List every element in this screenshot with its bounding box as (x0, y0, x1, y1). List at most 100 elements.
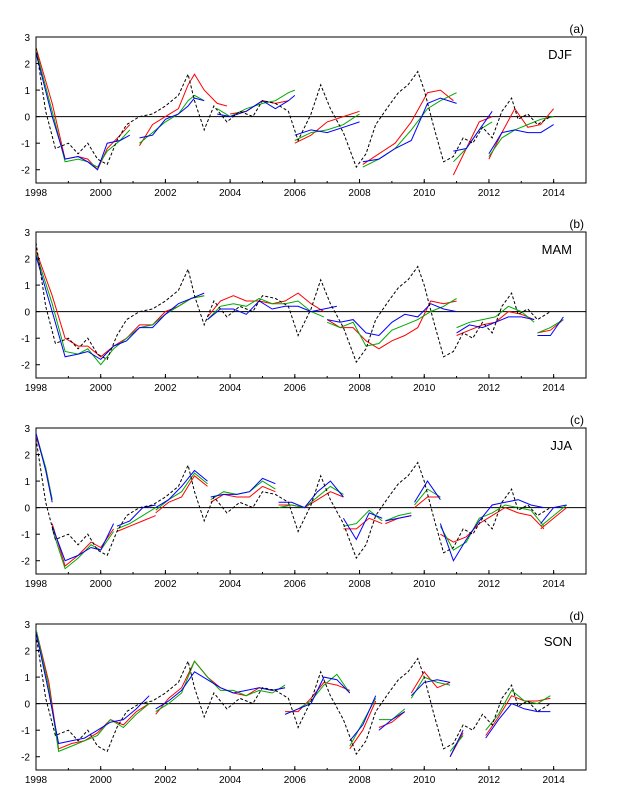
series-line-3 (349, 695, 377, 742)
y-tick-label: 3 (24, 33, 30, 44)
x-tick-label: 2010 (413, 579, 436, 590)
y-tick-label: 0 (24, 308, 30, 319)
x-tick-label: 2014 (543, 579, 566, 590)
x-tick-label: 2010 (413, 775, 436, 786)
series-line-3 (414, 480, 441, 503)
series-line-2 (116, 507, 156, 530)
y-tick-label: 1 (24, 673, 30, 684)
panel-label: (a) (569, 22, 584, 36)
x-tick-label: 2012 (478, 188, 501, 199)
series-line-2 (207, 297, 325, 320)
series-line-2 (456, 305, 535, 329)
y-tick-label: -2 (21, 753, 30, 764)
x-tick-label: 1998 (25, 383, 48, 394)
y-tick-label: 0 (24, 700, 30, 711)
series-line-2 (439, 504, 545, 551)
series-line-1 (414, 496, 441, 508)
series-line-3 (362, 97, 457, 163)
y-tick-label: -1 (21, 334, 30, 345)
reference-line (36, 634, 551, 756)
series-line-2 (327, 297, 457, 347)
y-tick-label: -1 (21, 726, 30, 737)
x-tick-label: 2006 (284, 383, 307, 394)
x-tick-label: 2006 (284, 579, 307, 590)
series-line-2 (385, 512, 412, 522)
x-tick-label: 2002 (154, 579, 177, 590)
series-line-2 (488, 116, 554, 157)
x-tick-label: 2002 (154, 775, 177, 786)
season-label: JJA (550, 438, 572, 453)
series-line-1 (349, 700, 377, 750)
x-tick-label: 2008 (348, 775, 371, 786)
series-line-2 (36, 253, 205, 366)
series-line-1 (540, 507, 567, 530)
series-line-3 (540, 504, 567, 524)
series-line-3 (385, 515, 412, 522)
season-label: MAM (542, 242, 572, 257)
series-line-1 (362, 89, 454, 165)
x-tick-label: 2000 (90, 579, 113, 590)
y-tick-label: -1 (21, 530, 30, 541)
series-line-3 (410, 679, 451, 697)
x-tick-label: 2014 (543, 188, 566, 199)
series-line-3 (537, 316, 564, 336)
x-tick-label: 2014 (543, 775, 566, 786)
series-line-3 (139, 97, 205, 139)
series-line-3 (439, 499, 544, 562)
plot-frame (35, 427, 587, 575)
x-tick-label: 1998 (25, 579, 48, 590)
series-line-2 (155, 472, 208, 511)
panel-label: (b) (569, 217, 584, 231)
reference-line (36, 47, 551, 169)
series-line-3 (284, 676, 351, 715)
series-line-3 (155, 469, 208, 509)
y-tick-label: 2 (24, 451, 30, 462)
series-line-1 (207, 292, 325, 318)
series-line-3 (36, 52, 131, 171)
series-line-1 (485, 695, 551, 736)
x-tick-label: 2000 (90, 775, 113, 786)
y-tick-label: 0 (24, 504, 30, 515)
x-tick-label: 2012 (478, 383, 501, 394)
y-tick-label: 1 (24, 477, 30, 488)
x-tick-label: 2000 (90, 188, 113, 199)
series-line-3 (294, 121, 360, 136)
x-tick-label: 2012 (478, 579, 501, 590)
y-tick-label: 1 (24, 86, 30, 97)
x-tick-label: 2002 (154, 188, 177, 199)
series-line-3 (327, 303, 457, 337)
panel-3: 1998 2000 2002 2004 2006 2008 2010 2012 2014 -2 -1… (21, 413, 587, 590)
series-line-1 (36, 47, 131, 171)
x-tick-label: 2006 (284, 775, 307, 786)
y-tick-label: 2 (24, 647, 30, 658)
series-line-1 (155, 475, 208, 514)
x-tick-label: 2004 (219, 188, 242, 199)
series-line-2 (278, 485, 344, 509)
series-line-1 (210, 485, 276, 503)
y-tick-label: 1 (24, 281, 30, 292)
x-tick-label: 2008 (348, 188, 371, 199)
x-tick-label: 2000 (90, 383, 113, 394)
y-tick-label: -2 (21, 166, 30, 177)
series-line-1 (116, 515, 156, 532)
x-tick-label: 2004 (219, 775, 242, 786)
series-line-3 (342, 512, 383, 541)
y-tick-label: -1 (21, 139, 30, 150)
series-line-3 (36, 433, 53, 503)
plot-frame (35, 623, 587, 771)
series-line-3 (36, 631, 150, 745)
series-line-3 (207, 300, 338, 320)
y-tick-label: -2 (21, 361, 30, 372)
series-line-1 (285, 681, 350, 713)
series-line-2 (410, 676, 451, 699)
series-line-3 (116, 504, 156, 527)
series-line-3 (453, 111, 493, 152)
series-line-3 (36, 255, 205, 361)
series-line-3 (51, 523, 115, 562)
series-line-3 (488, 124, 554, 155)
x-tick-label: 2008 (348, 383, 371, 394)
series-line-3 (485, 702, 551, 739)
reference-line (36, 438, 551, 560)
y-tick-label: 2 (24, 60, 30, 71)
